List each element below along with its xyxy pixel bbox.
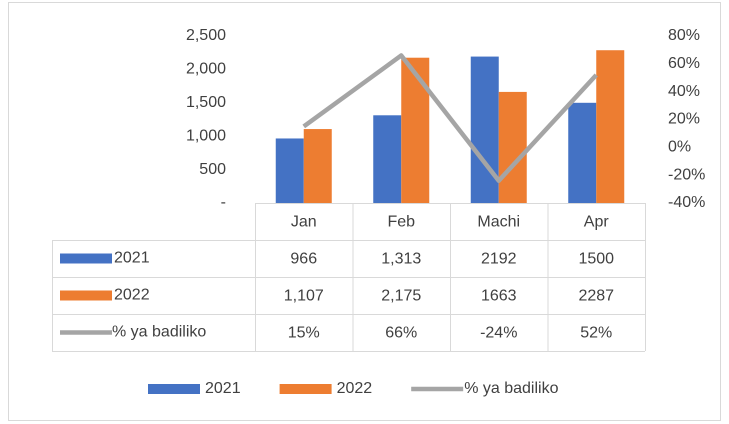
legend-key bbox=[148, 384, 200, 394]
table-cell: 966 bbox=[290, 251, 317, 268]
legend-key bbox=[60, 290, 112, 301]
y2-tick-label: -20% bbox=[668, 166, 705, 183]
legend-label: 2021 bbox=[205, 380, 241, 397]
table-row-label: % ya badiliko bbox=[112, 324, 206, 341]
y2-tick-label: 20% bbox=[668, 111, 700, 128]
bar bbox=[401, 57, 430, 204]
y-tick-label: 1,000 bbox=[186, 127, 226, 144]
line-series bbox=[302, 53, 598, 183]
table-row-label: 2022 bbox=[114, 287, 150, 304]
legend-label: 2022 bbox=[337, 380, 373, 397]
y-tick-label: 2,000 bbox=[186, 61, 226, 78]
x-tick-label: Jan bbox=[291, 214, 317, 231]
y2-tick-label: 80% bbox=[668, 27, 700, 44]
chart-frame bbox=[8, 2, 721, 421]
y-tick-label: 1,500 bbox=[186, 94, 226, 111]
table-row-label: 2021 bbox=[114, 250, 150, 267]
table-cell: -24% bbox=[480, 325, 517, 342]
legend-key bbox=[60, 253, 112, 264]
y2-tick-label: 60% bbox=[668, 55, 700, 72]
bar bbox=[596, 50, 625, 204]
table-cell: 1663 bbox=[481, 288, 517, 305]
bar bbox=[568, 102, 597, 203]
table-cell: 1500 bbox=[578, 251, 614, 268]
y2-tick-label: 0% bbox=[668, 139, 691, 156]
bar bbox=[498, 91, 527, 203]
table-cell: 2192 bbox=[481, 251, 517, 268]
table-cell: 1,313 bbox=[381, 251, 421, 268]
bar bbox=[303, 129, 332, 203]
x-tick-label: Apr bbox=[584, 214, 610, 231]
legend-key bbox=[279, 384, 332, 394]
y-tick-label: 500 bbox=[199, 161, 226, 178]
y-tick-label: 2,500 bbox=[186, 27, 226, 44]
x-tick-label: Feb bbox=[387, 214, 415, 231]
table-cell: 2287 bbox=[578, 288, 614, 305]
table-cell: 52% bbox=[580, 325, 612, 342]
table-cell: 2,175 bbox=[381, 288, 421, 305]
legend-label: % ya badiliko bbox=[464, 380, 558, 397]
bar bbox=[275, 138, 304, 203]
bar bbox=[470, 56, 499, 203]
y2-tick-label: 40% bbox=[668, 83, 700, 100]
x-tick-label: Machi bbox=[477, 214, 520, 231]
table-cell: 1,107 bbox=[284, 288, 324, 305]
bar bbox=[373, 115, 402, 203]
y-tick-label: - bbox=[221, 194, 226, 211]
y2-tick-label: -40% bbox=[668, 194, 705, 211]
table-cell: 15% bbox=[288, 325, 320, 342]
table-cell: 66% bbox=[385, 325, 417, 342]
